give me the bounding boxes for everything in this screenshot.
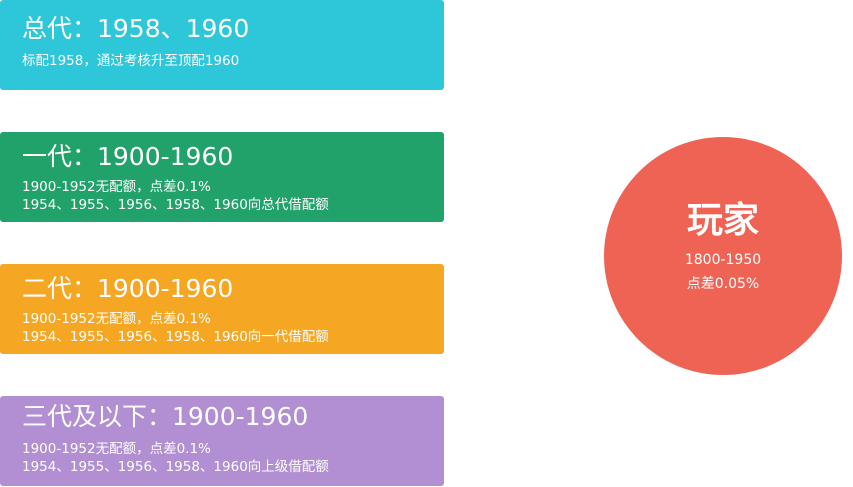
tier-card-first-level: 一代：1900-1960 1900-1952无配额，点差0.1% 1954、19… [0, 132, 444, 222]
player-spread: 点差0.05% [686, 276, 760, 292]
player-title: 玩家 [686, 200, 759, 241]
tier-description: 1900-1952无配额，点差0.1% [22, 179, 211, 195]
tier-description: 1954、1955、1956、1958、1960向一代借配额 [22, 329, 329, 345]
tier-title: 总代：1958、1960 [22, 14, 250, 43]
tier-card-second-level: 二代：1900-1960 1900-1952无配额，点差0.1% 1954、19… [0, 264, 444, 354]
tier-card-general-agent: 总代：1958、1960 标配1958，通过考核升至顶配1960 [0, 0, 444, 90]
player-range: 1800-1950 [684, 252, 762, 268]
tier-description: 1954、1955、1956、1958、1960向总代借配额 [22, 197, 329, 213]
tier-card-third-level-and-below: 三代及以下：1900-1960 1900-1952无配额，点差0.1% 1954… [0, 396, 444, 486]
tier-description: 1900-1952无配额，点差0.1% [22, 441, 211, 457]
tier-title: 一代：1900-1960 [22, 142, 234, 171]
tier-description: 1900-1952无配额，点差0.1% [22, 311, 211, 327]
player-circle: 玩家 1800-1950 点差0.05% [604, 137, 842, 375]
tier-description: 1954、1955、1956、1958、1960向上级借配额 [22, 459, 329, 475]
tier-title: 三代及以下：1900-1960 [22, 402, 309, 431]
tier-description: 标配1958，通过考核升至顶配1960 [22, 53, 240, 69]
tier-title: 二代：1900-1960 [22, 274, 234, 303]
